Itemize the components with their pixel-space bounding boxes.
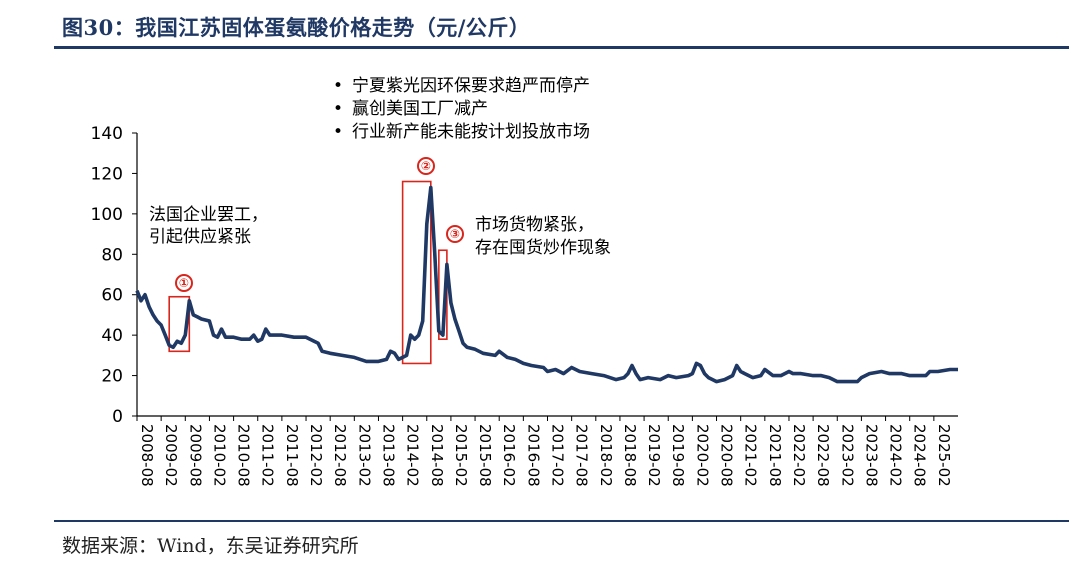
- price-chart: 0 20 40 60 80 100 120 140 2008-08 2009-02 2009-08 2…: [91, 76, 958, 487]
- x-tick-label: 2021-02: [742, 424, 760, 487]
- x-tick-label: 2013-08: [379, 424, 397, 487]
- y-tick-label: 0: [112, 407, 123, 427]
- bullet-dot: •: [333, 122, 343, 142]
- x-tick-label: 2015-02: [452, 424, 470, 487]
- y-tick-label: 60: [101, 286, 123, 306]
- data-source: 数据来源：Wind，东吴证券研究所: [62, 535, 359, 557]
- note-strike-line2: 引起供应紧张: [149, 227, 251, 247]
- x-tick-label: 2019-02: [645, 424, 663, 487]
- x-tick-label: 2022-02: [790, 424, 808, 487]
- x-tick-label: 2009-08: [186, 424, 204, 487]
- marker-3-label: ③: [450, 227, 460, 241]
- x-tick-label: 2014-08: [428, 424, 446, 487]
- axes: 0 20 40 60 80 100 120 140 2008-08 2009-02 2009-08 2…: [91, 124, 958, 487]
- bullet-note-3: 行业新产能未能按计划投放市场: [352, 122, 590, 142]
- x-tick-label: 2018-02: [597, 424, 615, 487]
- x-tick-label: 2010-02: [210, 424, 228, 487]
- highlight-box-2: [401, 180, 432, 365]
- y-tick-label: 20: [101, 367, 123, 387]
- highlight-box-1: [168, 295, 191, 353]
- x-tick-label: 2012-08: [331, 424, 349, 487]
- bullet-notes: • 宁夏紫光因环保要求趋严而停产 • 赢创美国工厂减产 • 行业新产能未能按计划…: [333, 76, 590, 142]
- x-tick-label: 2010-08: [235, 424, 253, 487]
- marker-1-label: ①: [179, 276, 189, 290]
- x-tick-label: 2023-02: [838, 424, 856, 487]
- bullet-note-2: 赢创美国工厂减产: [352, 99, 488, 119]
- note-hoarding-line1: 市场货物紧张，: [475, 215, 594, 235]
- y-tick-label: 40: [101, 326, 123, 346]
- x-tick-label: 2015-08: [476, 424, 494, 487]
- note-hoarding-line2: 存在囤货炒作现象: [475, 238, 611, 258]
- y-tick-label: 120: [91, 164, 123, 184]
- x-tick-label: 2024-02: [887, 424, 905, 487]
- x-tick-label: 2024-08: [911, 424, 929, 487]
- x-tick-label: 2009-02: [162, 424, 180, 487]
- x-tick-label: 2011-02: [259, 424, 277, 487]
- marker-3-circle: [446, 225, 464, 243]
- x-tick-label: 2011-08: [283, 424, 301, 487]
- x-tick-label: 2023-08: [862, 424, 880, 487]
- marker-3: ③: [446, 225, 464, 243]
- price-series-line: [135, 185, 958, 384]
- marker-2: ②: [417, 157, 435, 175]
- x-tick-label: 2016-02: [500, 424, 518, 487]
- marker-1-circle: [175, 274, 193, 292]
- x-tick-label: 2022-08: [814, 424, 832, 487]
- chart-title: 图30：我国江苏固体蛋氨酸价格走势（元/公斤）: [62, 15, 531, 40]
- x-tick-label: 2013-02: [355, 424, 373, 487]
- y-tick-label: 140: [91, 124, 123, 144]
- x-tick-label: 2021-08: [766, 424, 784, 487]
- title-rule: [54, 46, 1069, 49]
- marker-1: ①: [175, 274, 193, 292]
- x-tick-label: 2012-02: [307, 424, 325, 487]
- marker-2-label: ②: [421, 159, 431, 173]
- x-tick-label: 2016-08: [524, 424, 542, 487]
- x-tick-label: 2019-08: [669, 424, 687, 487]
- x-tick-label: 2014-02: [404, 424, 422, 487]
- x-tick-label: 2020-08: [718, 424, 736, 487]
- footer-rule: [54, 520, 1069, 522]
- x-tick-label: 2018-08: [621, 424, 639, 487]
- bullet-dot: •: [333, 99, 343, 119]
- x-tick-label: 2020-02: [693, 424, 711, 487]
- bullet-dot: •: [333, 76, 343, 96]
- x-tick-label: 2017-02: [549, 424, 567, 487]
- y-tick-label: 80: [101, 245, 123, 265]
- x-tick-label: 2025-02: [935, 424, 953, 487]
- x-tick-label: 2008-08: [138, 424, 156, 487]
- note-strike-line1: 法国企业罢工，: [149, 205, 268, 225]
- y-tick-label: 100: [91, 205, 123, 225]
- marker-2-circle: [417, 157, 435, 175]
- x-tick-label: 2017-08: [573, 424, 591, 487]
- bullet-note-1: 宁夏紫光因环保要求趋严而停产: [352, 76, 590, 96]
